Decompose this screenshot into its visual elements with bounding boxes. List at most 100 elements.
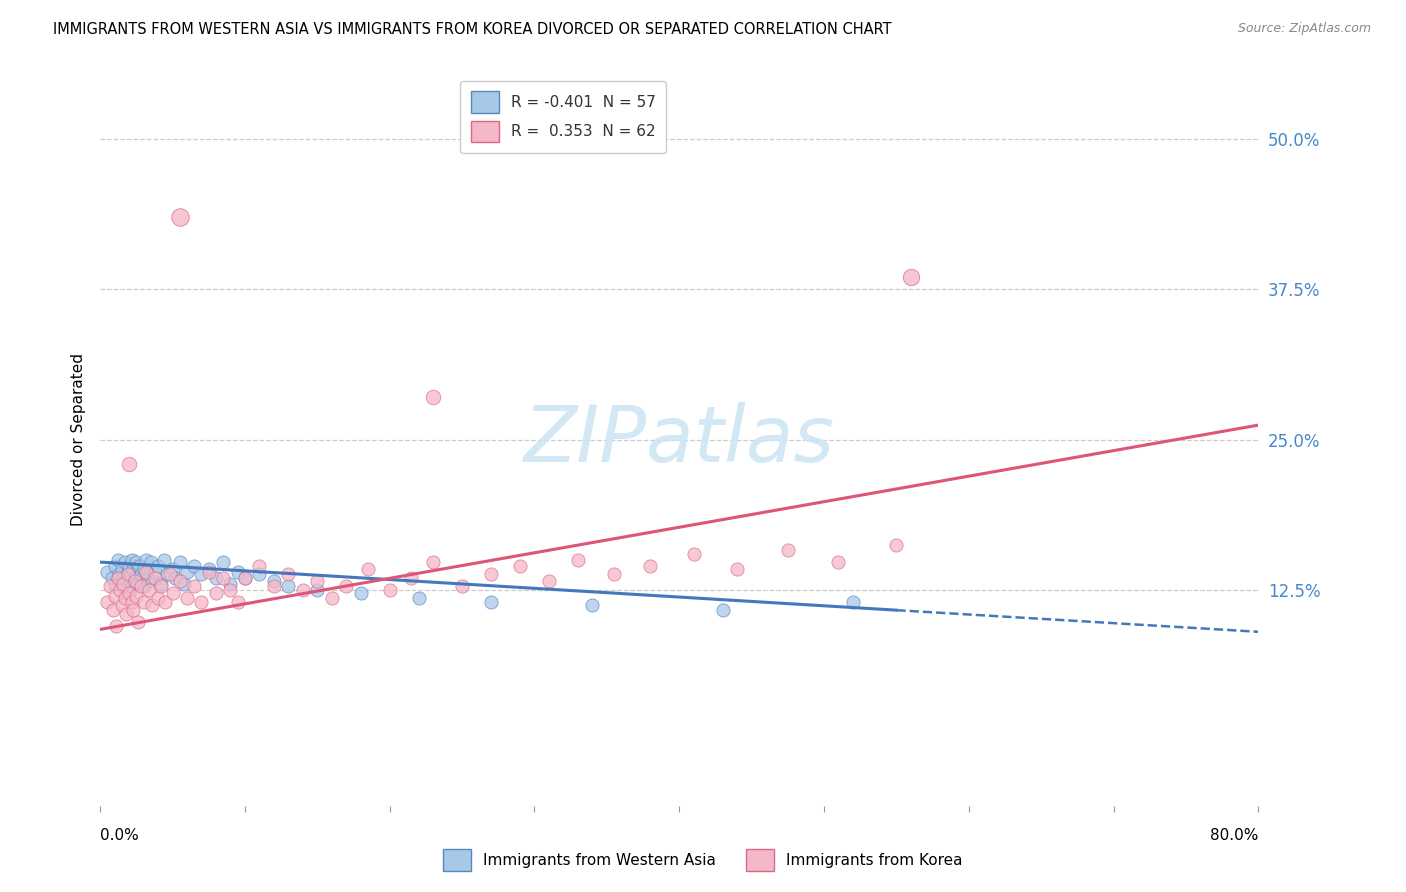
Point [111,599,134,613]
Point [107,571,129,585]
Point [104,576,127,591]
Point [321,591,343,606]
Point [98,579,121,593]
Point [139,555,162,569]
Point [121,552,143,566]
Point [110,582,132,597]
Point [104,558,127,573]
Point [226,595,249,609]
Point [350,586,373,600]
Point [135,565,157,579]
Point [357,562,380,576]
Point [104,589,127,603]
Point [108,567,131,582]
Point [135,552,157,566]
Y-axis label: Divorced or Separated: Divorced or Separated [72,353,86,526]
Point [173,576,195,591]
Point [153,552,176,566]
Point [900,270,922,285]
Point [115,607,138,621]
Point [307,582,329,597]
Point [162,562,184,576]
Point [212,555,235,569]
Point [96,565,118,579]
Point [212,571,235,585]
Point [122,603,145,617]
Point [132,579,155,593]
Point [263,579,285,593]
Point [827,555,849,569]
Point [112,571,135,585]
Point [277,579,299,593]
Point [138,582,160,597]
Text: 0.0%: 0.0% [100,828,139,843]
Point [124,571,146,585]
Point [162,586,184,600]
Point [141,599,163,613]
Point [205,571,228,585]
Point [128,558,150,573]
Point [124,574,146,589]
Point [247,558,270,573]
Point [307,574,329,589]
Point [378,582,401,597]
Point [291,582,314,597]
Point [120,567,142,582]
Point [640,558,662,573]
Point [127,576,149,591]
Point [183,579,205,593]
Point [277,567,299,582]
Point [115,574,138,589]
Point [422,555,444,569]
Point [886,538,908,552]
Point [169,210,191,224]
Point [205,586,228,600]
Point [422,391,444,405]
Point [122,562,145,576]
Point [105,619,128,633]
Point [155,595,177,609]
Point [114,591,136,606]
Legend: R = -0.401  N = 57, R =  0.353  N = 62: R = -0.401 N = 57, R = 0.353 N = 62 [460,80,666,153]
Point [401,571,423,585]
Point [129,579,152,593]
Point [190,595,212,609]
Point [143,571,166,585]
Point [176,565,198,579]
Point [408,591,430,606]
Point [132,562,155,576]
Point [842,595,865,609]
Point [183,558,205,573]
Point [479,567,502,582]
Point [143,565,166,579]
Point [129,567,152,582]
Point [146,558,169,573]
Point [197,562,219,576]
Text: 80.0%: 80.0% [1211,828,1258,843]
Point [125,555,148,569]
Point [118,582,141,597]
Legend: Immigrants from Western Asia, Immigrants from Korea: Immigrants from Western Asia, Immigrants… [434,840,972,880]
Text: IMMIGRANTS FROM WESTERN ASIA VS IMMIGRANTS FROM KOREA DIVORCED OR SEPARATED CORR: IMMIGRANTS FROM WESTERN ASIA VS IMMIGRAN… [53,22,891,37]
Point [451,579,474,593]
Point [581,599,603,613]
Point [233,571,256,585]
Point [111,562,134,576]
Point [127,615,149,630]
Point [136,571,159,585]
Point [114,555,136,569]
Point [125,589,148,603]
Point [197,565,219,579]
Point [117,565,139,579]
Point [121,595,143,609]
Point [169,555,191,569]
Point [247,567,270,582]
Point [149,579,172,593]
Point [111,579,134,593]
Point [121,579,143,593]
Point [118,586,141,600]
Point [219,582,242,597]
Point [112,576,135,591]
Point [118,457,141,471]
Point [117,567,139,582]
